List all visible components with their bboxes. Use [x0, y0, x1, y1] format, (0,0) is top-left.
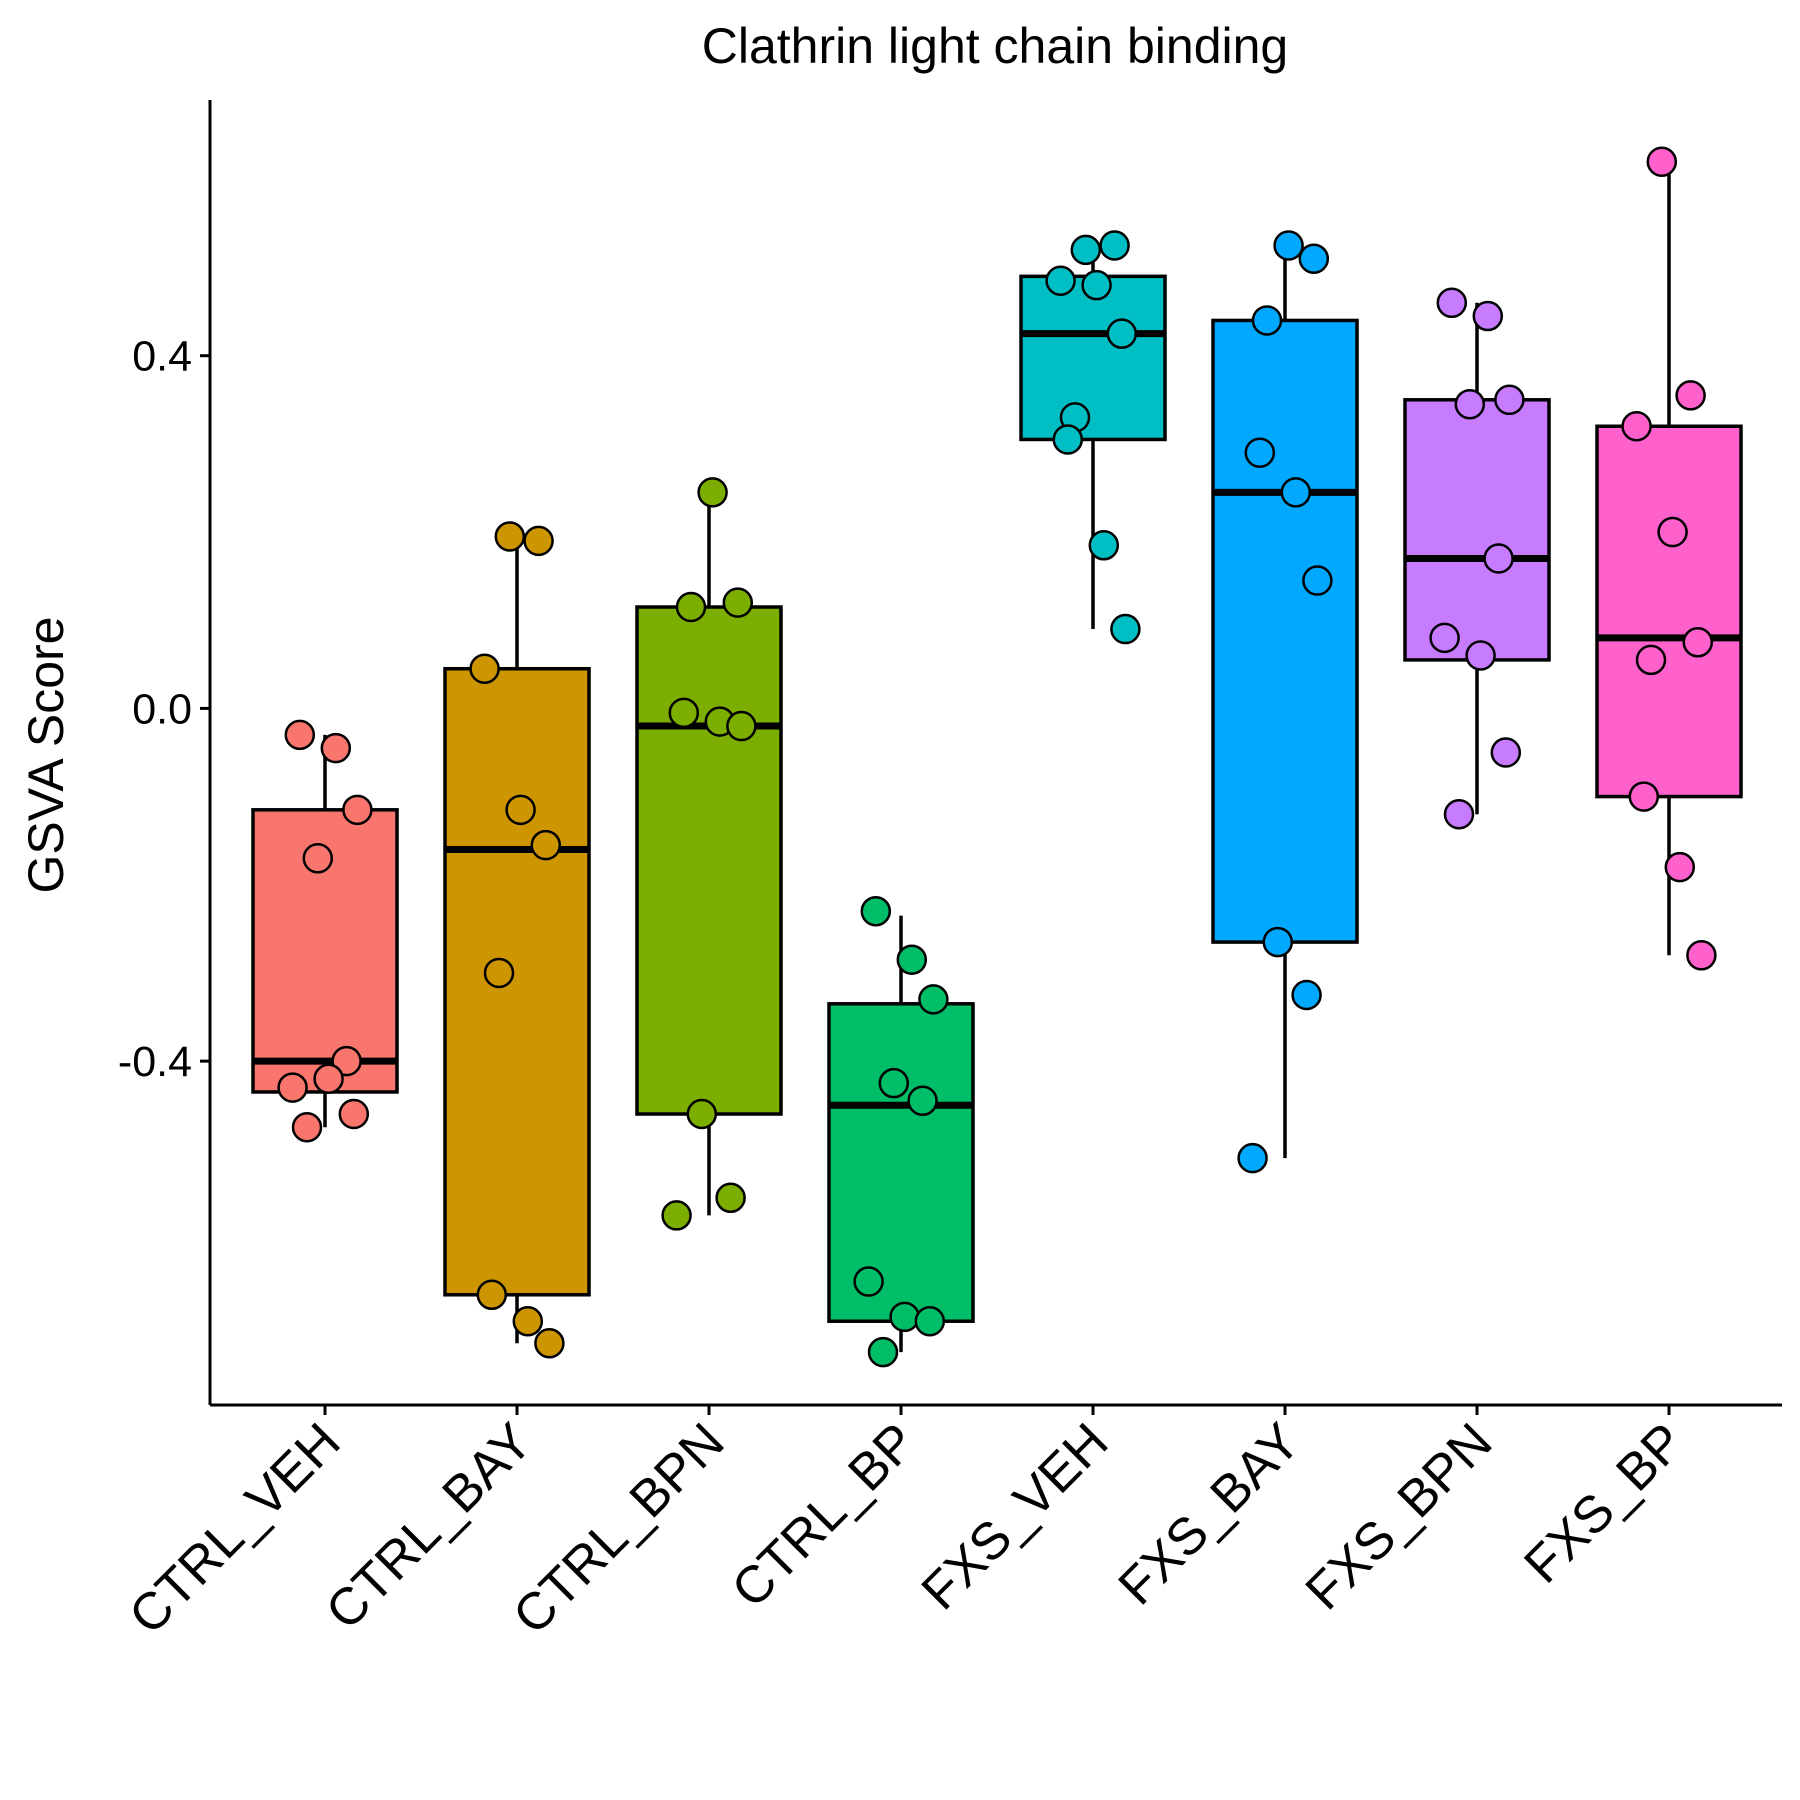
- data-point: [914, 1305, 946, 1337]
- data-point: [878, 1067, 910, 1099]
- data-point: [331, 1045, 362, 1077]
- y-tick-label: -0.4: [118, 1038, 192, 1086]
- data-point: [291, 1111, 323, 1143]
- box-fxs-bp: [1595, 424, 1743, 799]
- data-point: [338, 1098, 370, 1130]
- data-point: [1664, 851, 1696, 883]
- data-point: [1291, 979, 1322, 1011]
- data-point: [1635, 644, 1667, 676]
- data-point: [476, 1279, 508, 1311]
- data-point: [1045, 265, 1076, 297]
- data-point: [1465, 640, 1496, 671]
- data-point: [1052, 424, 1084, 455]
- chart-title: Clathrin light chain binding: [702, 18, 1288, 74]
- y-axis-title: GSVA Score: [18, 617, 74, 894]
- data-point: [505, 794, 536, 826]
- data-point: [1429, 622, 1460, 654]
- data-point: [534, 1328, 565, 1359]
- data-point: [277, 1072, 308, 1103]
- data-point: [469, 653, 500, 684]
- box-fxs-bpn: [1403, 398, 1551, 662]
- data-point: [1483, 543, 1514, 574]
- data-point: [1657, 516, 1688, 548]
- data-point: [1490, 737, 1522, 768]
- data-point: [668, 697, 700, 729]
- data-point: [1302, 565, 1333, 596]
- data-point: [1686, 940, 1717, 971]
- data-point: [722, 587, 754, 618]
- data-point: [342, 794, 373, 826]
- data-point: [1070, 234, 1102, 266]
- data-point: [1088, 530, 1120, 561]
- data-point: [907, 1085, 938, 1117]
- data-point: [1110, 613, 1141, 645]
- data-point: [1081, 269, 1112, 301]
- data-point: [661, 1200, 692, 1231]
- box-ctrl-bpn: [635, 605, 783, 1116]
- data-point: [530, 829, 562, 861]
- y-tick-label: 0.4: [132, 333, 192, 381]
- data-point: [896, 944, 928, 975]
- data-point: [715, 1182, 746, 1214]
- box-ctrl-bp: [827, 1002, 975, 1323]
- data-point: [697, 477, 728, 508]
- data-point: [302, 843, 334, 874]
- data-point: [1682, 627, 1714, 658]
- data-point: [1454, 388, 1486, 420]
- data-point: [1436, 287, 1468, 319]
- data-point: [1675, 380, 1706, 411]
- data-point: [853, 1266, 884, 1297]
- data-point: [918, 984, 949, 1015]
- data-point: [284, 719, 316, 751]
- box-fxs-bay: [1211, 318, 1359, 944]
- data-point: [1443, 798, 1475, 830]
- data-point: [1237, 1142, 1268, 1174]
- data-point: [889, 1301, 920, 1333]
- data-point: [483, 957, 515, 989]
- box-ctrl-bay: [443, 666, 591, 1297]
- data-point: [494, 521, 526, 552]
- box-fxs-veh: [1019, 274, 1167, 442]
- data-point: [313, 1063, 344, 1094]
- data-point: [320, 732, 352, 764]
- data-point: [1262, 926, 1294, 958]
- data-point: [1646, 146, 1678, 177]
- data-point: [1628, 781, 1660, 812]
- data-point: [1472, 300, 1504, 332]
- data-point: [726, 710, 757, 742]
- data-point: [1280, 477, 1312, 508]
- data-point: [1099, 230, 1130, 261]
- data-point: [860, 895, 892, 927]
- data-point: [1298, 243, 1330, 274]
- data-point: [1494, 384, 1525, 416]
- data-point: [686, 1098, 718, 1130]
- data-point: [1251, 305, 1283, 336]
- y-tick-label: 0.0: [132, 685, 192, 733]
- data-point: [867, 1336, 899, 1368]
- data-point: [523, 525, 554, 557]
- data-point: [675, 591, 707, 623]
- data-point: [512, 1305, 544, 1337]
- data-point: [1244, 437, 1276, 468]
- data-point: [1106, 318, 1138, 349]
- data-point: [1273, 230, 1304, 261]
- data-point: [1621, 411, 1652, 442]
